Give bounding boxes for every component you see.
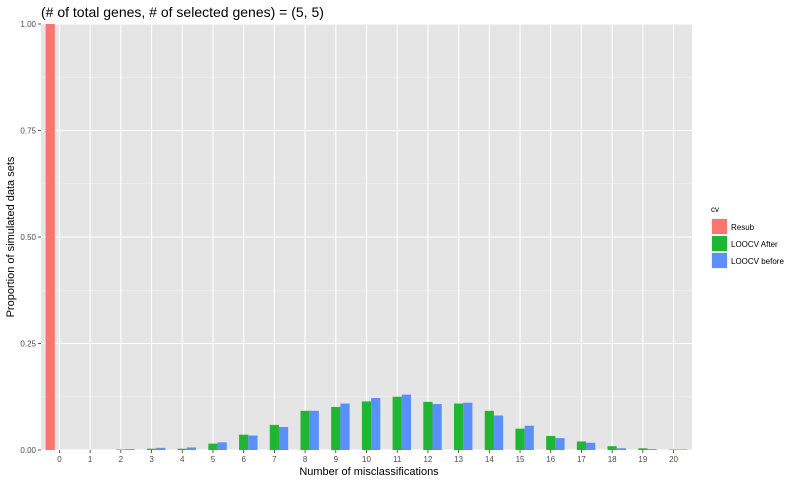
- bar: [239, 434, 249, 450]
- bar: [208, 443, 218, 450]
- bar: [607, 446, 617, 450]
- x-tick-label: 3: [149, 455, 154, 464]
- bar: [125, 449, 135, 450]
- bar: [331, 406, 341, 450]
- bar: [392, 396, 402, 450]
- legend-label: LOOCV before: [731, 257, 784, 266]
- x-tick-label: 16: [546, 455, 555, 464]
- bar: [546, 435, 556, 450]
- x-tick-label: 4: [180, 455, 185, 464]
- x-tick-label: 2: [119, 455, 124, 464]
- x-tick-label: 13: [454, 455, 463, 464]
- x-tick-label: 1: [88, 455, 93, 464]
- legend-label: LOOCV After: [731, 240, 778, 249]
- x-axis-title: Number of misclassifications: [299, 466, 439, 478]
- bar: [300, 410, 310, 450]
- x-tick-label: 10: [362, 455, 371, 464]
- y-tick-label: 1.00: [20, 20, 36, 29]
- x-tick-label: 0: [57, 455, 62, 464]
- y-tick-label: 0.75: [20, 127, 36, 136]
- bar: [638, 448, 648, 450]
- bars: [45, 24, 688, 450]
- bar: [647, 449, 657, 450]
- bar: [484, 410, 494, 450]
- bar: [586, 442, 596, 450]
- x-tick-label: 20: [669, 455, 678, 464]
- legend-key: [712, 219, 727, 234]
- x-tick-label: 11: [393, 455, 402, 464]
- bar: [515, 428, 525, 450]
- bar: [423, 401, 433, 450]
- bar: [177, 448, 187, 450]
- x-tick-label: 6: [241, 455, 246, 464]
- bar: [454, 403, 464, 450]
- legend-key: [712, 236, 727, 251]
- x-tick-label: 8: [303, 455, 308, 464]
- bar: [401, 394, 412, 450]
- bar: [616, 448, 626, 450]
- y-axis-ticks: 0.00 0.25 0.50 0.75 1.00: [20, 20, 41, 455]
- bar: [340, 403, 350, 450]
- bar: [463, 402, 473, 450]
- bar: [309, 410, 319, 450]
- bar: [156, 447, 166, 450]
- major-gridlines: [41, 23, 692, 451]
- y-tick-label: 0.25: [20, 340, 36, 349]
- x-tick-label: 14: [485, 455, 494, 464]
- legend: cv Resub LOOCV After LOOCV before: [711, 205, 784, 269]
- legend-label: Resub: [731, 223, 755, 232]
- x-tick-label: 7: [272, 455, 277, 464]
- bar: [555, 438, 565, 450]
- chart-title: (# of total genes, # of selected genes) …: [41, 4, 324, 20]
- bar: [493, 415, 504, 450]
- x-tick-label: 12: [423, 455, 432, 464]
- bar: [576, 441, 587, 450]
- bar: [278, 426, 289, 450]
- y-tick-label: 0.50: [20, 233, 36, 242]
- x-tick-label: 9: [334, 455, 339, 464]
- y-axis-title: Proportion of simulated data sets: [5, 156, 17, 317]
- bar: [524, 425, 534, 450]
- x-tick-label: 19: [638, 455, 647, 464]
- bar: [361, 401, 372, 450]
- bar: [217, 442, 227, 450]
- bar: [146, 448, 157, 450]
- x-tick-label: 18: [608, 455, 617, 464]
- x-tick-label: 15: [516, 455, 525, 464]
- legend-key: [712, 253, 727, 268]
- bar: [45, 24, 55, 450]
- bar: [248, 435, 258, 450]
- bar: [432, 403, 442, 450]
- bar: [269, 424, 279, 450]
- x-tick-label: 17: [577, 455, 586, 464]
- bar: [186, 447, 197, 450]
- bar: [371, 398, 381, 450]
- y-tick-label: 0.00: [20, 446, 36, 455]
- x-tick-label: 5: [211, 455, 216, 464]
- x-axis-ticks: 0 1 2 3 4 5 6 7 8 9 10 11 12 13 14 15 16 17 18 19 20: [57, 450, 679, 464]
- legend-title: cv: [711, 205, 719, 214]
